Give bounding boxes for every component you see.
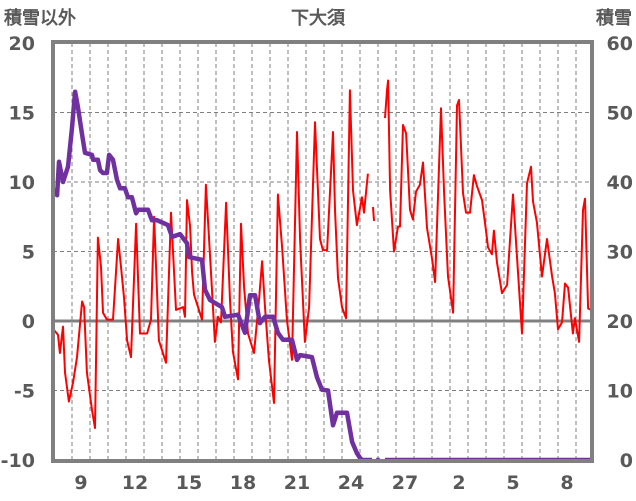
right-axis-title: 積雪: [595, 7, 632, 29]
series-layer: [52, 79, 593, 463]
plot-border: [51, 40, 594, 463]
right-tick-label: 40: [607, 172, 633, 194]
left-tick-label: 10: [9, 172, 35, 194]
x-tick-label: 27: [392, 472, 418, 494]
left-tick-label: 5: [22, 242, 35, 264]
series-line-other: [53, 79, 592, 429]
left-tick-label: 20: [9, 33, 35, 55]
x-tick-label: 15: [176, 472, 202, 494]
x-tick-label: 5: [506, 472, 519, 494]
x-tick-label: 18: [230, 472, 256, 494]
x-tick-label: 24: [338, 472, 364, 494]
right-tick-label: 10: [607, 381, 633, 403]
right-tick-label: 50: [607, 103, 633, 125]
right-tick-label: 0: [620, 450, 633, 472]
x-tick-label: 8: [560, 472, 573, 494]
x-tick-label: 2: [452, 472, 465, 494]
left-tick-label: -10: [1, 450, 35, 472]
grid: [53, 43, 592, 460]
right-tick-label: 30: [607, 242, 633, 264]
x-tick-label: 21: [284, 472, 310, 494]
x-tick-label: 12: [122, 472, 148, 494]
left-tick-label: -5: [14, 381, 35, 403]
chart-title: 下大須: [291, 7, 346, 29]
left-axis-title: 積雪以外: [3, 7, 76, 29]
right-tick-label: 60: [607, 33, 633, 55]
left-tick-label: 15: [9, 103, 35, 125]
left-tick-label: 0: [22, 311, 35, 333]
x-tick-label: 9: [74, 472, 87, 494]
right-tick-label: 20: [607, 311, 633, 333]
